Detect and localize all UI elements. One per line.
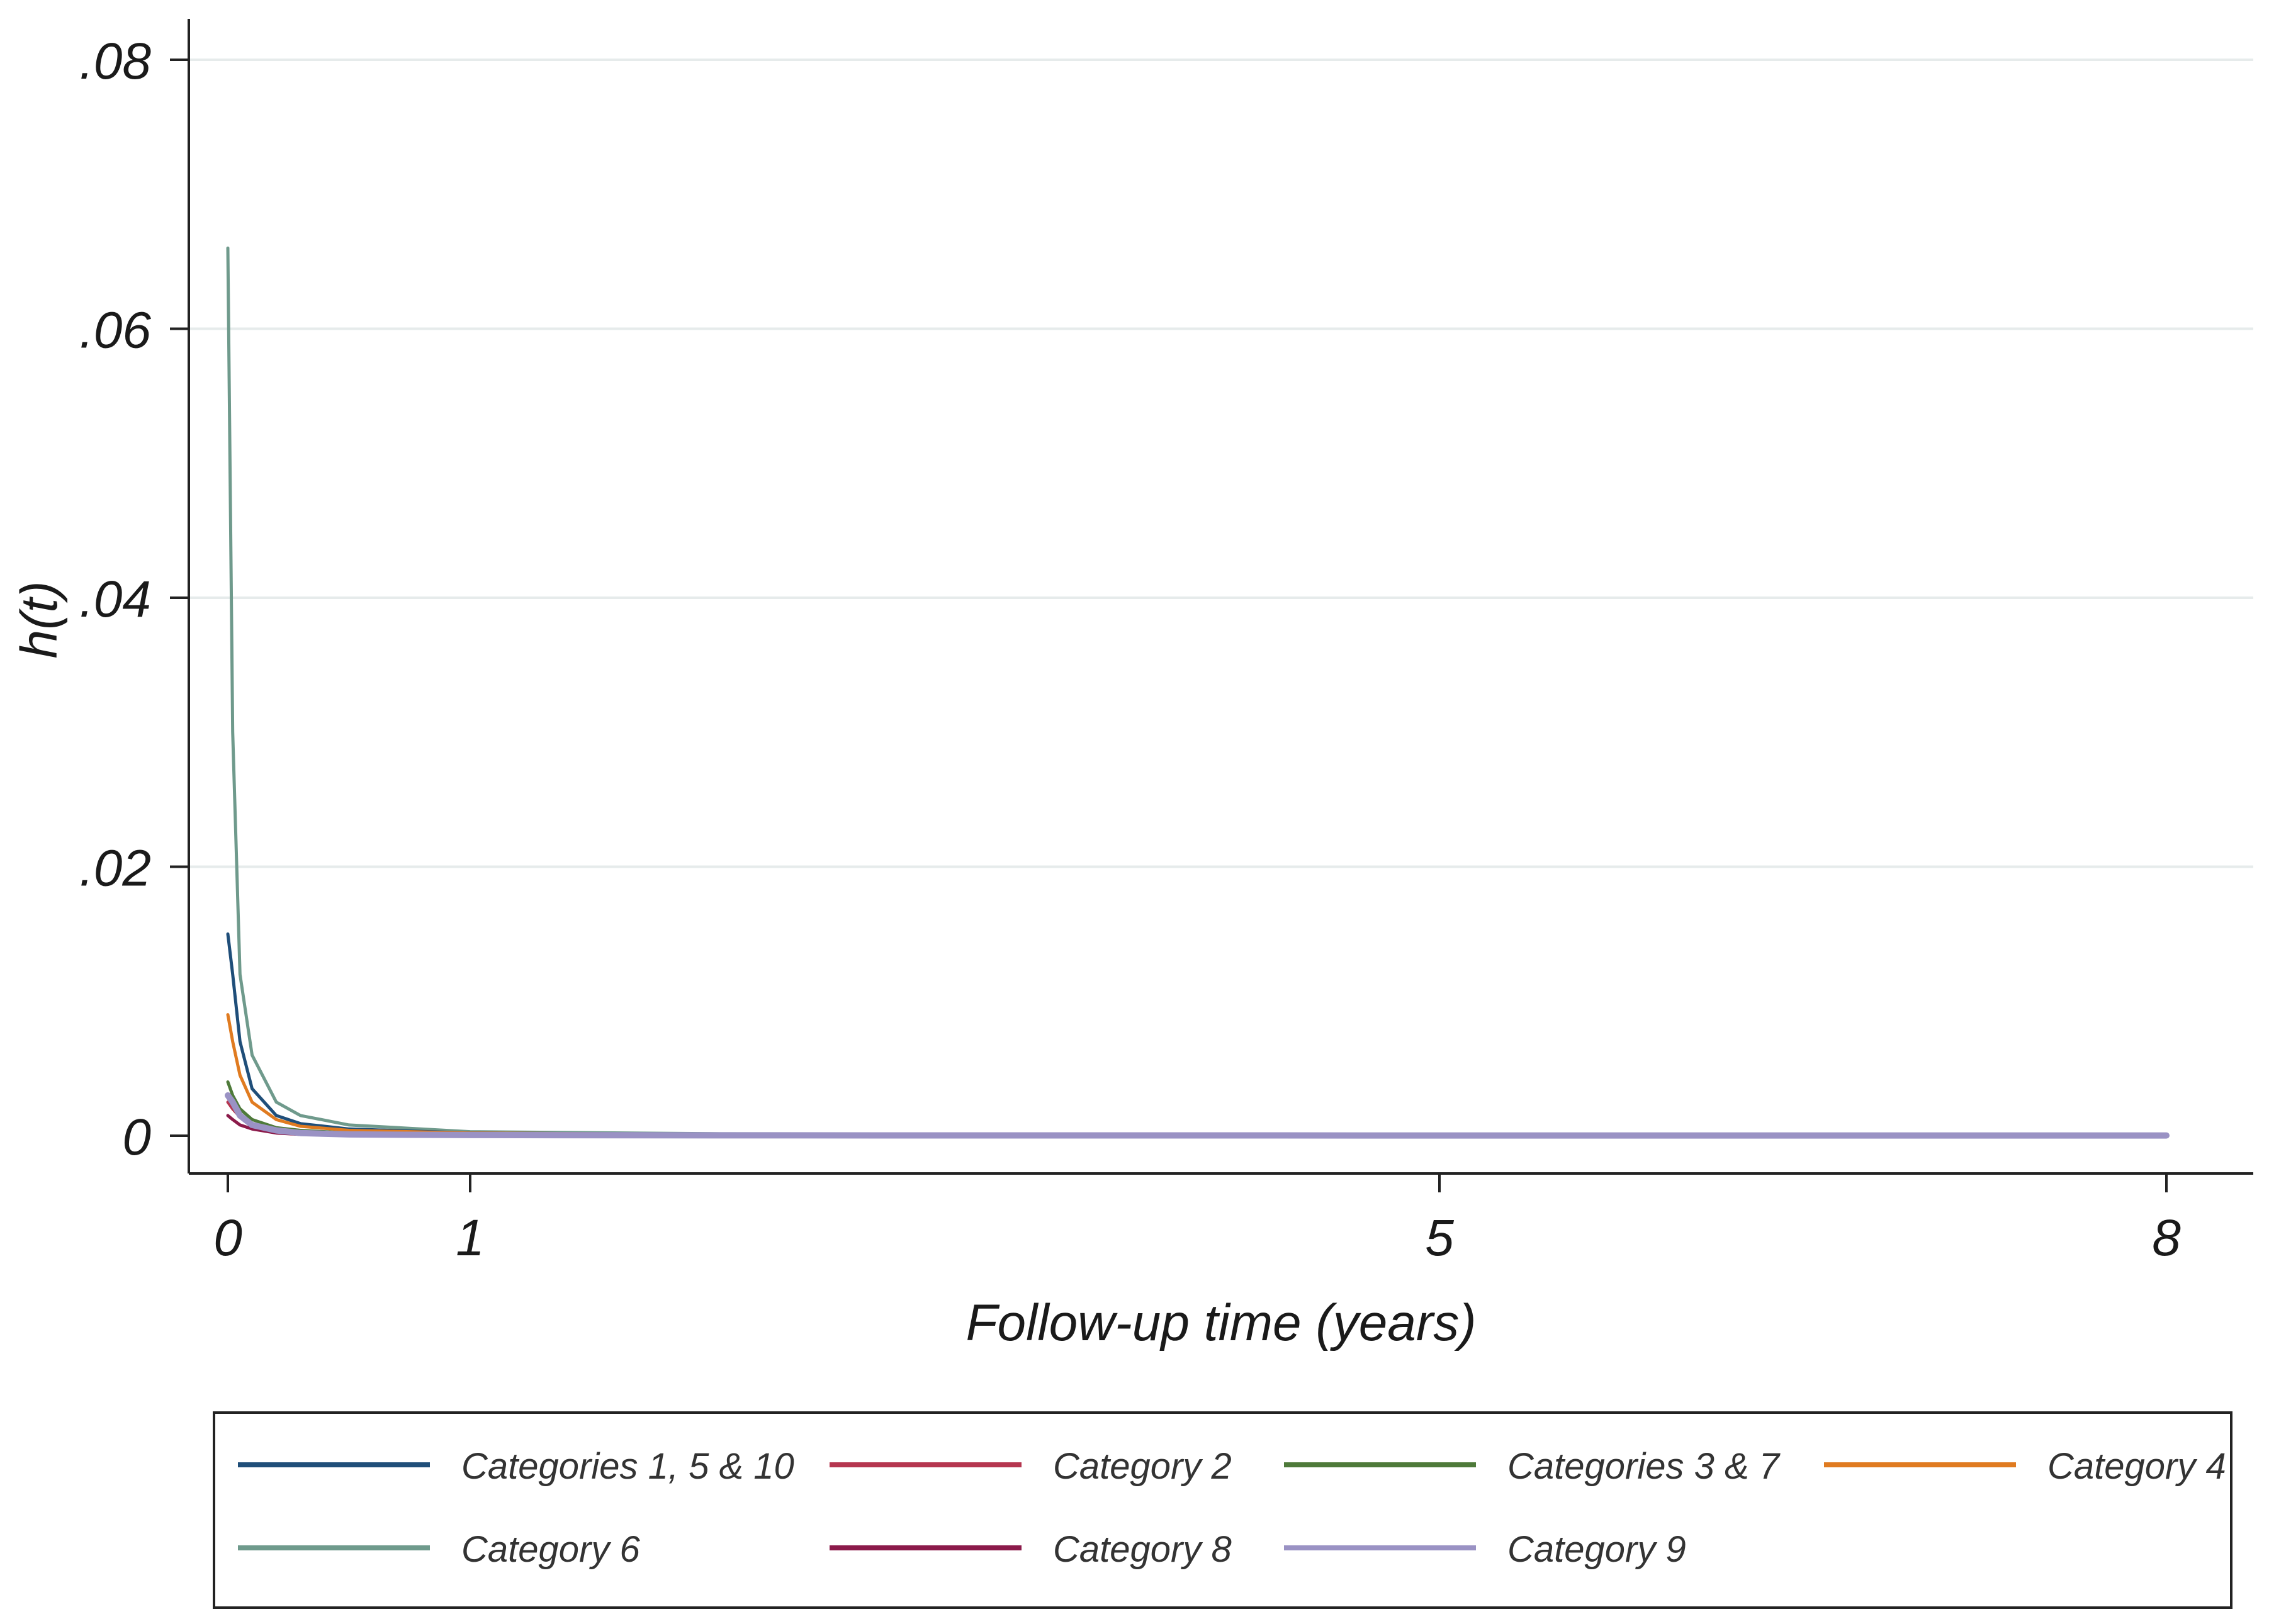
- legend-label-2: Categories 3 & 7: [1507, 1446, 1781, 1487]
- legend-label-3: Category 4: [2047, 1446, 2226, 1487]
- legend-label-0: Categories 1, 5 & 10: [461, 1446, 794, 1487]
- series-line-6: [225, 1092, 2170, 1139]
- gridlines: [190, 59, 2253, 868]
- x-tick-label-0: 0: [213, 1209, 242, 1267]
- legend: Categories 1, 5 & 10 Category 2 Categories…: [213, 1411, 2232, 1609]
- y-tick-label-2: .04: [79, 571, 151, 628]
- y-tick-label-3: .06: [79, 302, 151, 359]
- y-axis-title: h(t): [11, 581, 68, 659]
- legend-label-6: Category 9: [1507, 1529, 1686, 1570]
- legend-label-4: Category 6: [461, 1529, 640, 1570]
- legend-label-1: Category 2: [1053, 1446, 1232, 1487]
- y-tick-label-4: .08: [79, 33, 151, 90]
- legend-label-5: Category 8: [1053, 1529, 1232, 1570]
- x-tick-label-2: 5: [1425, 1209, 1454, 1267]
- x-axis-title: Follow-up time (years): [966, 1294, 1476, 1352]
- x-tick-label-1: 1: [456, 1209, 485, 1267]
- y-tick-label-1: .02: [79, 840, 151, 897]
- y-ticks: 0 .02 .04 .06 .08: [79, 33, 189, 1166]
- axes: [188, 19, 2253, 1175]
- x-ticks: 0 1 5 8: [213, 1173, 2181, 1267]
- legend-box: [213, 1411, 2232, 1609]
- y-tick-label-0: 0: [122, 1109, 151, 1166]
- series-layer: [225, 246, 2170, 1139]
- x-tick-label-3: 8: [2152, 1209, 2181, 1267]
